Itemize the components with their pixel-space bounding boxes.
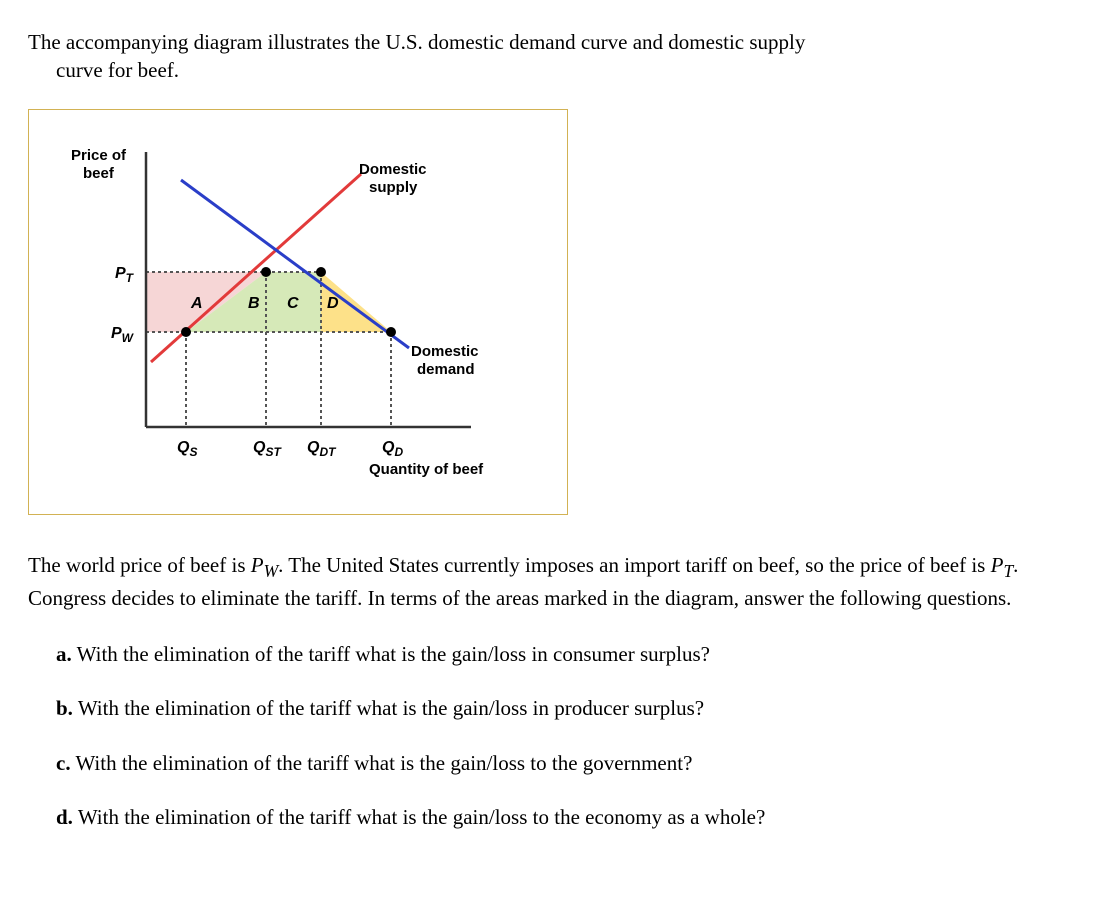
question-d-text: With the elimination of the tariff what … [78, 805, 766, 829]
intro-line1: The accompanying diagram illustrates the… [28, 30, 805, 54]
label-B: B [248, 295, 260, 312]
question-c: c. With the elimination of the tariff wh… [28, 749, 1086, 777]
label-C: C [287, 295, 299, 312]
body-paragraph: The world price of beef is PW. The Unite… [28, 551, 1086, 612]
intro-text: The accompanying diagram illustrates the… [28, 28, 1086, 85]
y-axis-label-2: beef [83, 165, 115, 182]
question-b: b. With the elimination of the tariff wh… [28, 694, 1086, 722]
y-axis-label-1: Price of [71, 147, 127, 164]
demand-label-1: Domestic [411, 343, 479, 360]
economics-diagram: A B C D Price of beef Domestic supply Do… [51, 132, 545, 492]
diagram-frame: A B C D Price of beef Domestic supply Do… [28, 109, 568, 515]
question-a-text: With the elimination of the tariff what … [77, 642, 710, 666]
tick-qs: QS [177, 439, 197, 459]
point-qst-pt [261, 267, 271, 277]
question-c-text: With the elimination of the tariff what … [75, 751, 692, 775]
point-qd-pw [386, 327, 396, 337]
supply-label-1: Domestic [359, 161, 427, 178]
point-qdt-pt [316, 267, 326, 277]
tick-qdt: QDT [307, 439, 337, 459]
question-c-label: c. [56, 751, 71, 775]
point-qs-pw [181, 327, 191, 337]
tick-pt: PT [115, 265, 135, 285]
label-D: D [327, 295, 339, 312]
question-b-text: With the elimination of the tariff what … [78, 696, 704, 720]
question-a: a. With the elimination of the tariff wh… [28, 640, 1086, 668]
tick-qst: QST [253, 439, 282, 459]
question-d-label: d. [56, 805, 73, 829]
tick-qd: QD [382, 439, 403, 459]
question-b-label: b. [56, 696, 73, 720]
label-A: A [190, 295, 203, 312]
supply-label-2: supply [369, 179, 418, 196]
x-axis-label: Quantity of beef [369, 461, 484, 478]
demand-label-2: demand [417, 361, 475, 378]
tick-pw: PW [111, 325, 135, 345]
question-d: d. With the elimination of the tariff wh… [28, 803, 1086, 831]
intro-line2: curve for beef. [28, 56, 1086, 84]
question-a-label: a. [56, 642, 72, 666]
